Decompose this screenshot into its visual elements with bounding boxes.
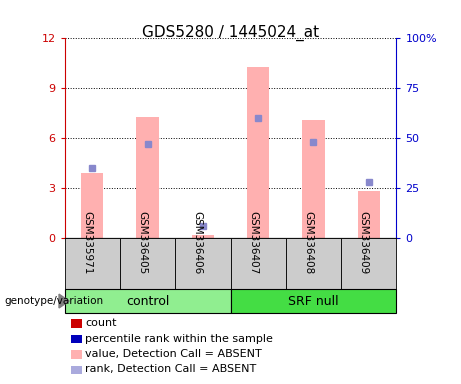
Bar bbox=[81, 173, 103, 238]
Bar bbox=[247, 67, 269, 238]
Bar bbox=[230, 289, 396, 313]
Text: GSM335971: GSM335971 bbox=[82, 210, 92, 274]
Text: GSM336407: GSM336407 bbox=[248, 210, 258, 274]
Bar bbox=[65, 289, 230, 313]
Bar bbox=[136, 117, 159, 238]
Bar bbox=[358, 192, 380, 238]
Text: GSM336409: GSM336409 bbox=[359, 210, 369, 274]
Text: genotype/variation: genotype/variation bbox=[5, 296, 104, 306]
Text: rank, Detection Call = ABSENT: rank, Detection Call = ABSENT bbox=[85, 364, 256, 374]
Bar bbox=[120, 238, 175, 290]
Bar bbox=[192, 235, 214, 238]
Bar bbox=[302, 120, 325, 238]
Text: GDS5280 / 1445024_at: GDS5280 / 1445024_at bbox=[142, 25, 319, 41]
Text: GSM336406: GSM336406 bbox=[193, 210, 203, 274]
Text: control: control bbox=[126, 295, 169, 308]
Bar bbox=[230, 238, 286, 290]
Bar bbox=[286, 238, 341, 290]
Text: GSM336405: GSM336405 bbox=[137, 210, 148, 274]
Bar bbox=[65, 238, 120, 290]
Text: SRF null: SRF null bbox=[288, 295, 339, 308]
Bar bbox=[341, 238, 396, 290]
Text: value, Detection Call = ABSENT: value, Detection Call = ABSENT bbox=[85, 349, 262, 359]
Text: percentile rank within the sample: percentile rank within the sample bbox=[85, 334, 273, 344]
Bar bbox=[175, 238, 230, 290]
Text: GSM336408: GSM336408 bbox=[303, 210, 313, 274]
Text: count: count bbox=[85, 318, 117, 328]
